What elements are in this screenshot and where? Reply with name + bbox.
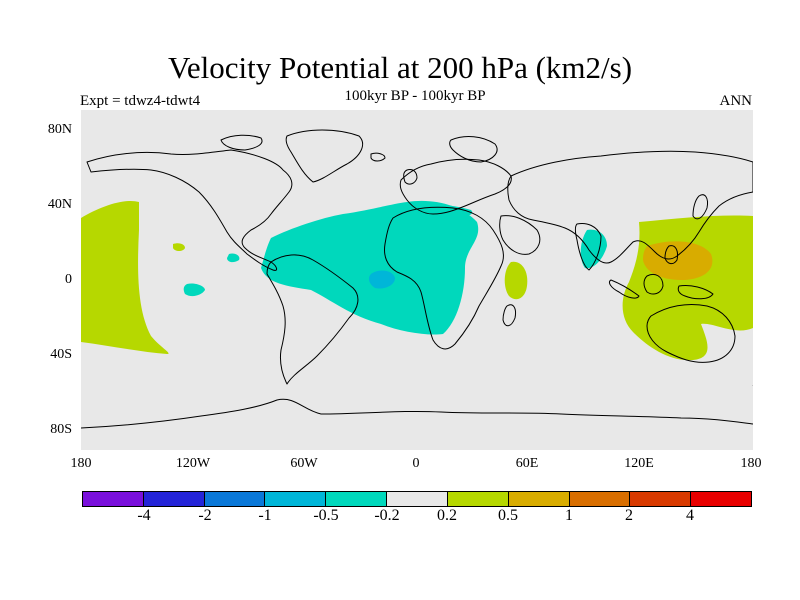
coastline-asia	[507, 150, 753, 264]
positive-core-region	[643, 241, 713, 280]
negative-region-east-pacific	[183, 283, 205, 297]
coastline-scandinavia	[449, 136, 498, 163]
colorbar-swatch	[691, 492, 751, 506]
colorbar-label: 4	[686, 507, 694, 524]
lon-label-60e: 60E	[515, 456, 539, 471]
colorbar-label: 0.2	[437, 507, 457, 524]
negative-region-caribbean	[227, 253, 240, 263]
map-panel	[81, 110, 753, 450]
colorbar-label: -0.2	[374, 507, 400, 524]
coastline-japan	[692, 194, 708, 220]
lon-label-120e: 120E	[624, 456, 654, 471]
coastline-britain	[403, 169, 418, 185]
colorbar-label: -0.5	[313, 507, 339, 524]
lat-label-0: 0	[65, 272, 72, 287]
coastline-new-guinea	[677, 285, 714, 300]
lon-label-180w: 180	[70, 456, 92, 471]
plot-subtitle: 100kyr BP - 100kyr BP	[344, 88, 486, 104]
lat-label-40n: 40N	[47, 197, 72, 212]
coastline-madagascar	[502, 304, 516, 327]
lon-label-0: 0	[412, 456, 420, 471]
colorbar-label: 2	[625, 507, 633, 524]
positive-region-east-pacific	[81, 200, 169, 354]
coastline-arctic-islands	[220, 134, 263, 151]
lat-label-80n: 80N	[47, 122, 72, 137]
positive-region-small-pacific	[173, 243, 185, 251]
coastline-africa	[384, 206, 504, 350]
lat-label-80s: 80S	[50, 422, 72, 437]
lon-label-60w: 60W	[290, 456, 318, 471]
negative-core-region	[368, 270, 395, 289]
coastline-antarctica	[81, 398, 753, 429]
colorbar-swatch	[326, 492, 388, 506]
coastline-philippines	[664, 245, 678, 265]
coastline-india	[575, 223, 602, 271]
colorbar-label: -4	[137, 507, 151, 524]
colorbar-swatch	[204, 492, 266, 506]
colorbar-swatch	[83, 492, 144, 506]
season-label: ANN	[719, 93, 753, 109]
negative-region-mediterranean	[403, 203, 473, 217]
positive-region-east-africa	[504, 261, 528, 300]
colorbar-swatch	[569, 492, 631, 506]
colorbar-label: -1	[258, 507, 272, 524]
coastline-borneo	[643, 273, 664, 295]
colorbar-swatch	[508, 492, 570, 506]
lat-label-40s: 40S	[50, 347, 72, 362]
coastline-north-america	[86, 149, 293, 271]
coastline-south-america	[266, 254, 359, 385]
colorbar-label: 1	[565, 507, 573, 524]
lon-label-120w: 120W	[175, 456, 211, 471]
coastline-iceland	[370, 152, 386, 162]
colorbar-swatch	[143, 492, 205, 506]
coastlines	[81, 129, 753, 429]
coastline-greenland	[285, 129, 363, 183]
colorbar-swatch	[630, 492, 692, 506]
coastline-sumatra	[608, 279, 640, 299]
colorbar	[82, 491, 752, 507]
colorbar-swatch	[387, 492, 448, 506]
colorbar-swatch	[265, 492, 327, 506]
plot-title: Velocity Potential at 200 hPa (km2/s)	[167, 50, 633, 85]
colorbar-label: -2	[198, 507, 212, 524]
negative-region-atlantic	[261, 200, 479, 335]
coastline-australia	[646, 303, 736, 363]
coastline-europe	[399, 158, 512, 215]
experiment-label: Expt = tdwz4-tdwt4	[80, 93, 201, 109]
lon-label-180e: 180	[740, 456, 762, 471]
colorbar-label: 0.5	[498, 507, 518, 524]
coastline-arabia	[499, 215, 541, 255]
colorbar-swatch	[447, 492, 509, 506]
